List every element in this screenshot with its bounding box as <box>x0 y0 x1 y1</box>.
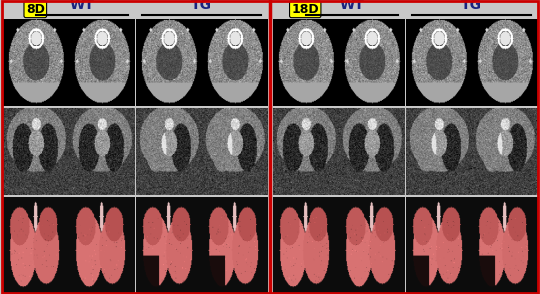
Text: TG: TG <box>461 0 482 12</box>
Point <box>302 13 309 16</box>
Text: WT: WT <box>69 0 94 12</box>
Text: WT: WT <box>339 0 364 12</box>
Text: 18D: 18D <box>292 3 319 16</box>
Point <box>125 13 131 16</box>
Text: 8D: 8D <box>26 3 45 16</box>
Point <box>395 13 401 16</box>
Text: TG: TG <box>191 0 212 12</box>
Point <box>32 13 39 16</box>
